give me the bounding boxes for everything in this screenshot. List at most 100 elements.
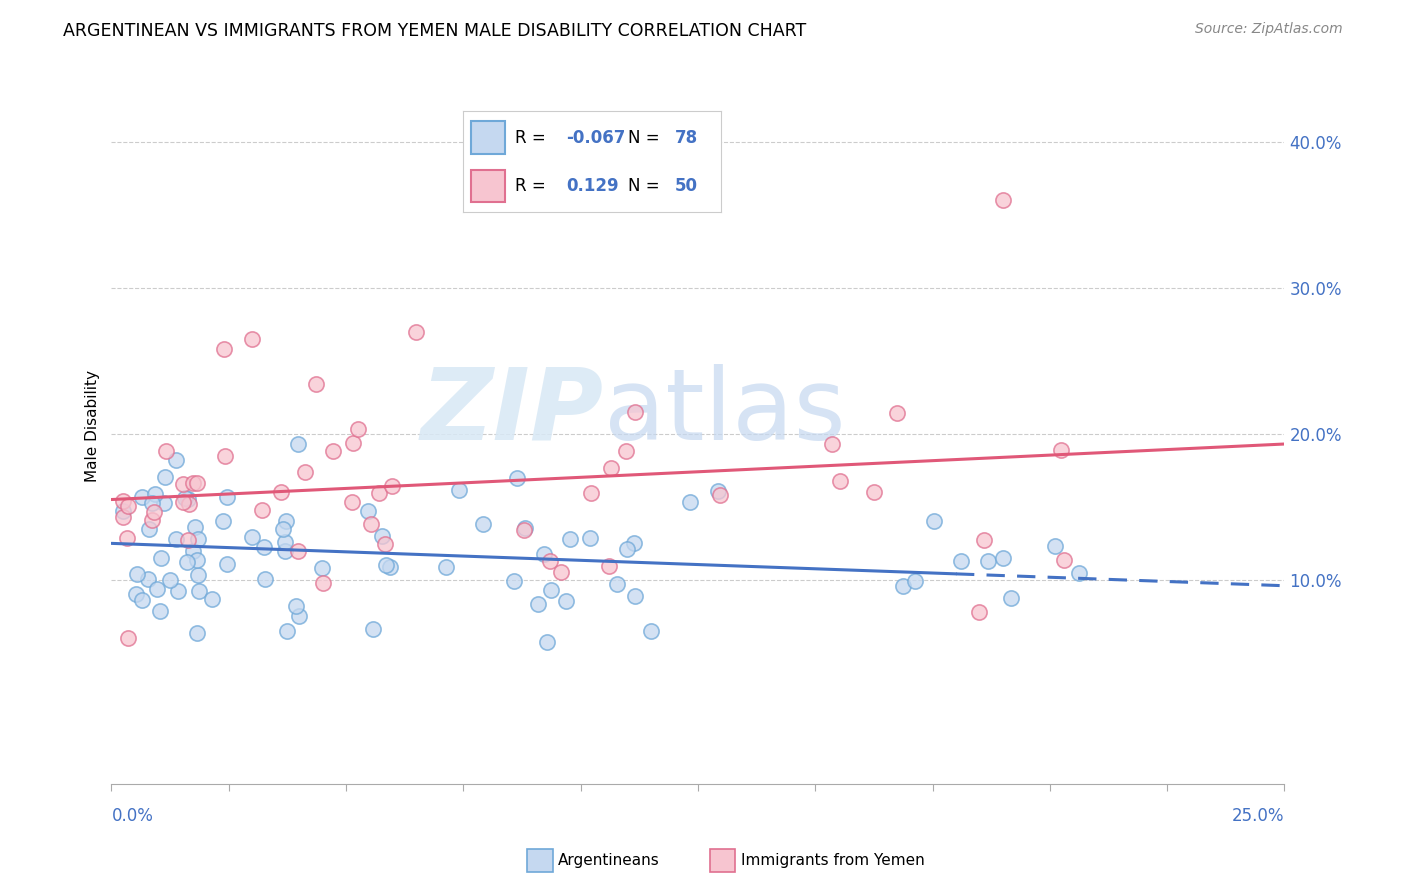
Point bbox=[215, 557, 238, 571]
Point bbox=[707, 484, 730, 499]
Point bbox=[253, 541, 276, 555]
Point bbox=[342, 494, 364, 508]
Point bbox=[201, 591, 224, 606]
Point bbox=[830, 475, 852, 489]
Point bbox=[578, 531, 600, 545]
Point bbox=[155, 470, 177, 484]
Point bbox=[513, 521, 536, 535]
Point bbox=[211, 514, 233, 528]
Point bbox=[581, 486, 603, 500]
Point bbox=[1000, 591, 1022, 606]
Point bbox=[472, 516, 495, 531]
Point bbox=[294, 465, 316, 479]
Point bbox=[312, 575, 335, 590]
Point bbox=[125, 567, 148, 582]
Point bbox=[177, 533, 200, 547]
Point bbox=[172, 477, 194, 491]
Point bbox=[186, 475, 208, 490]
Point bbox=[288, 608, 311, 623]
Point bbox=[117, 499, 139, 513]
Point bbox=[287, 437, 309, 451]
Point bbox=[512, 523, 534, 537]
Point bbox=[891, 579, 914, 593]
Point bbox=[284, 599, 307, 613]
Point bbox=[111, 504, 134, 518]
Point bbox=[215, 490, 238, 504]
Point bbox=[176, 555, 198, 569]
Point bbox=[977, 554, 1000, 568]
Point bbox=[361, 622, 384, 636]
Point bbox=[505, 471, 527, 485]
Point bbox=[554, 593, 576, 607]
Point bbox=[922, 514, 945, 528]
Point bbox=[624, 405, 647, 419]
Point bbox=[360, 516, 382, 531]
Point bbox=[434, 559, 457, 574]
Point bbox=[991, 193, 1014, 207]
Point bbox=[606, 577, 628, 591]
Point bbox=[142, 505, 165, 519]
Point bbox=[181, 475, 204, 490]
Point bbox=[305, 376, 328, 391]
Point bbox=[380, 560, 402, 574]
Text: atlas: atlas bbox=[605, 364, 845, 460]
Point bbox=[136, 572, 159, 586]
Point bbox=[179, 497, 201, 511]
Text: Source: ZipAtlas.com: Source: ZipAtlas.com bbox=[1195, 22, 1343, 37]
Point bbox=[253, 572, 276, 586]
Point bbox=[240, 530, 263, 544]
Point bbox=[623, 536, 645, 550]
Point bbox=[146, 582, 169, 597]
Point bbox=[125, 587, 148, 601]
Point bbox=[274, 514, 297, 528]
Point bbox=[614, 443, 637, 458]
Text: ARGENTINEAN VS IMMIGRANTS FROM YEMEN MALE DISABILITY CORRELATION CHART: ARGENTINEAN VS IMMIGRANTS FROM YEMEN MAL… bbox=[63, 22, 807, 40]
Point bbox=[538, 554, 561, 568]
Point bbox=[149, 551, 172, 566]
Point bbox=[616, 541, 638, 556]
Point bbox=[886, 406, 908, 420]
Point bbox=[347, 422, 370, 436]
Point bbox=[159, 573, 181, 587]
Point bbox=[141, 513, 163, 527]
Point bbox=[679, 495, 702, 509]
Point bbox=[141, 496, 163, 510]
Point bbox=[138, 522, 160, 536]
Text: Argentineans: Argentineans bbox=[558, 854, 659, 868]
Point bbox=[274, 535, 297, 549]
Point bbox=[181, 544, 204, 558]
Point bbox=[533, 547, 555, 561]
Point bbox=[371, 529, 394, 543]
Point bbox=[949, 554, 972, 568]
Point bbox=[709, 487, 731, 501]
Point bbox=[357, 504, 380, 518]
Point bbox=[276, 624, 298, 638]
Point bbox=[342, 435, 364, 450]
Point bbox=[904, 574, 927, 588]
Point bbox=[187, 567, 209, 582]
Point bbox=[214, 449, 236, 463]
Point bbox=[287, 544, 309, 558]
Point bbox=[271, 522, 294, 536]
Point bbox=[640, 624, 662, 638]
Point bbox=[374, 558, 396, 572]
Point bbox=[1067, 566, 1090, 580]
Point bbox=[112, 509, 135, 524]
Point bbox=[1043, 539, 1066, 553]
Point bbox=[117, 632, 139, 646]
Point bbox=[172, 495, 194, 509]
Point bbox=[322, 444, 344, 458]
Point bbox=[991, 551, 1014, 566]
Point bbox=[558, 533, 581, 547]
Point bbox=[381, 479, 404, 493]
Point bbox=[250, 503, 273, 517]
Point bbox=[186, 553, 208, 567]
Point bbox=[131, 593, 153, 607]
Point bbox=[973, 533, 995, 547]
Point bbox=[165, 532, 187, 546]
Point bbox=[502, 574, 524, 588]
Point bbox=[183, 520, 205, 534]
Point bbox=[176, 491, 198, 506]
Point bbox=[165, 453, 187, 467]
Point bbox=[186, 626, 208, 640]
